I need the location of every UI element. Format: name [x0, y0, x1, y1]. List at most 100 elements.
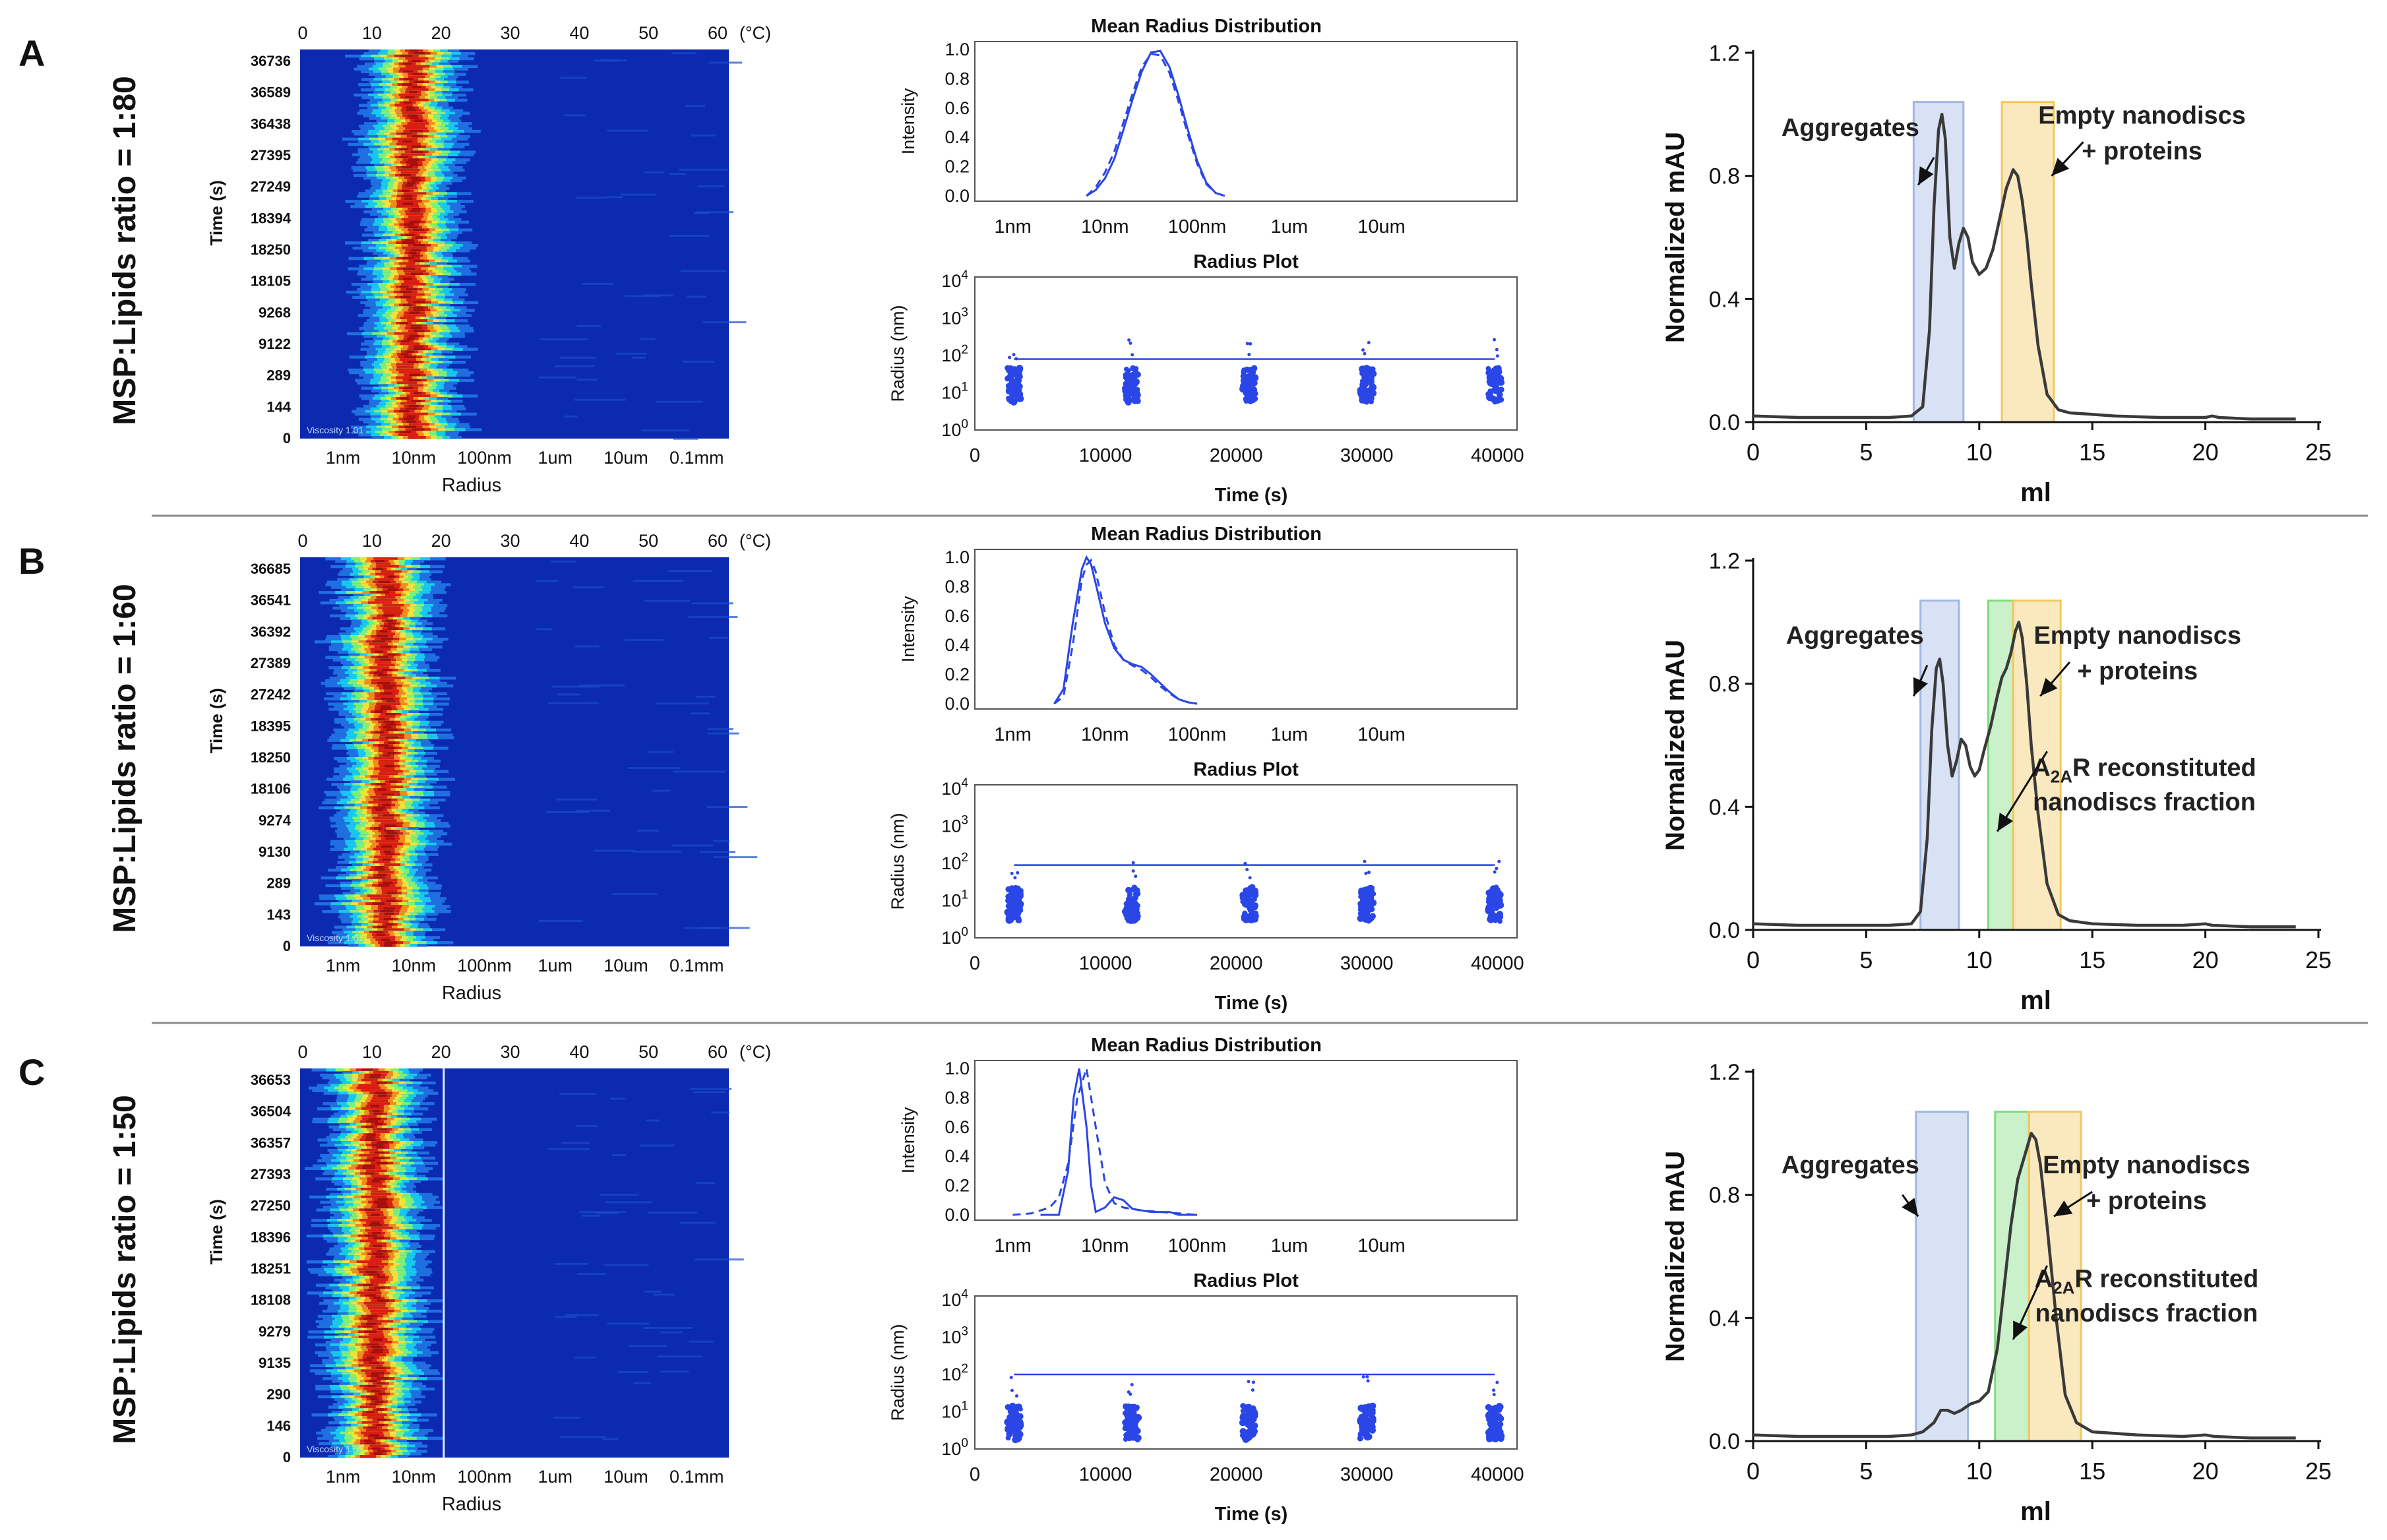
radius-data-point [1131, 1383, 1134, 1386]
mean-radius-chart: Mean Radius Distribution1.00.80.60.40.20… [898, 524, 1517, 745]
heatmap-cell [376, 563, 391, 566]
heatmap-cell [366, 1411, 374, 1414]
heatmap-cell [401, 283, 426, 286]
heatmap-cell [683, 361, 714, 363]
radius-data-point [1015, 1413, 1020, 1418]
heatmap-cell [400, 322, 408, 325]
radius-data-point [1007, 366, 1011, 371]
annotation-text: Aggregates [1786, 622, 1924, 650]
heatmap-cell [394, 332, 418, 336]
heatmap-cell [361, 1089, 385, 1092]
heatmap-cell [574, 1357, 596, 1359]
radius-data-point [1486, 395, 1491, 400]
mean-radius-x-tick-label: 10um [1357, 1235, 1406, 1256]
heatmap-cell [407, 338, 414, 341]
heatmap-cell [365, 1294, 376, 1297]
radius-data-point [1367, 871, 1371, 874]
viscosity-label: Viscosity 1.01 [307, 933, 363, 943]
heatmap-cell [404, 70, 413, 73]
time-tick-label: 27389 [251, 655, 291, 671]
radius-data-point [1252, 1380, 1255, 1384]
radius-data-point [1244, 396, 1250, 402]
heatmap-cell [376, 1255, 385, 1258]
radius-axis-label: Radius (nm) [888, 813, 908, 909]
time-tick-label: 36392 [251, 623, 291, 640]
heatmap-cell [375, 694, 395, 698]
sec-y-tick-label: 0.0 [1709, 1429, 1740, 1454]
radius-data-point [1124, 367, 1129, 372]
time-tick-label: 9135 [259, 1355, 291, 1371]
heatmap-cell [367, 1133, 376, 1136]
radius-data-point [1016, 1431, 1021, 1436]
radius-data-point [1134, 1427, 1139, 1431]
radius-plot-x-axis-label: Time (s) [1215, 993, 1288, 1014]
heatmap-cell [640, 1144, 675, 1146]
heatmap-cell [405, 233, 415, 237]
heatmap-cell [409, 91, 417, 94]
heatmap-cell [574, 399, 626, 401]
radius-data-point [1367, 341, 1371, 344]
sec-x-tick-label: 5 [1859, 946, 1873, 973]
heatmap-cell [405, 127, 427, 131]
heatmap-cell [691, 712, 710, 714]
heatmap-cell [399, 275, 416, 278]
intensity-tick-label: 0.8 [945, 69, 970, 88]
sec-chart: 1.20.80.40.00510152025mlNormalized mAUAg… [1661, 549, 2332, 1015]
heatmap-cell [538, 920, 583, 922]
heatmap-cell [412, 255, 419, 258]
sec-y-tick-label: 1.2 [1709, 549, 1740, 574]
radius-data-point [1497, 860, 1501, 863]
radius-data-point [1495, 1381, 1499, 1384]
radius-data-point [1010, 872, 1014, 875]
heatmap-cell [361, 1115, 377, 1119]
heatmap-cell [412, 179, 421, 183]
heatmap-cell [395, 104, 413, 108]
sec-y-axis-label: Normalized mAU [1661, 1151, 1690, 1362]
sec-x-axis-label: ml [2020, 478, 2051, 507]
heatmap-cell [369, 643, 388, 646]
heatmap-cell [632, 357, 645, 359]
heatmap: Viscosity 1.01 0 10 20 30 40 50 60 (°C) 36736 3658… [206, 23, 771, 496]
heatmap-cell [377, 1204, 388, 1207]
intensity-tick-label: 0.6 [945, 606, 970, 626]
heatmap-cell [416, 236, 423, 239]
heatmap-cell [407, 319, 427, 323]
heatmap-cell [628, 767, 680, 769]
heatmap-cell [681, 270, 727, 272]
heatmap-cell [406, 288, 418, 292]
intensity-tick-label: 0.4 [945, 127, 970, 147]
heatmap-cell [399, 94, 421, 97]
time-tick-label: 27393 [251, 1166, 291, 1183]
time-tick-label: 0 [283, 938, 291, 954]
heatmap-cell [375, 710, 383, 714]
heatmap-cell [377, 1328, 388, 1331]
heatmap-cell [400, 431, 411, 434]
heatmap-cell [375, 1123, 383, 1126]
mean-radius-x-tick-label: 1um [1271, 724, 1308, 745]
radius-data-point [1249, 342, 1252, 346]
radius-axis-label: Radius [442, 983, 501, 1004]
heatmap-cell [411, 272, 423, 276]
heatmap-cell [548, 1148, 590, 1150]
radius-data-point [1246, 342, 1249, 345]
heatmap-cell [372, 902, 385, 906]
heatmap-cell [410, 117, 419, 120]
heatmap-cell [709, 637, 728, 639]
heatmap-cell [368, 1216, 387, 1219]
heatmap-cell [374, 931, 383, 934]
intensity-tick-label: 0.8 [945, 1088, 970, 1107]
heatmap-cell [376, 702, 400, 706]
heatmap-cell [413, 228, 423, 231]
heatmap-cell [607, 1322, 650, 1324]
heatmap-cell [373, 861, 390, 864]
heatmap-cell [643, 294, 673, 296]
time-tick-label: 0 [283, 1449, 291, 1465]
heatmap-cell [648, 751, 673, 753]
heatmap-cell [594, 849, 634, 851]
time-tick-label: 36589 [251, 84, 291, 101]
fraction-box [1921, 601, 1959, 930]
heatmap-cell [555, 1316, 577, 1318]
mean-radius-series-solid [1041, 1068, 1198, 1215]
heatmap-cell [657, 1355, 702, 1357]
fraction-box [1989, 601, 2014, 930]
